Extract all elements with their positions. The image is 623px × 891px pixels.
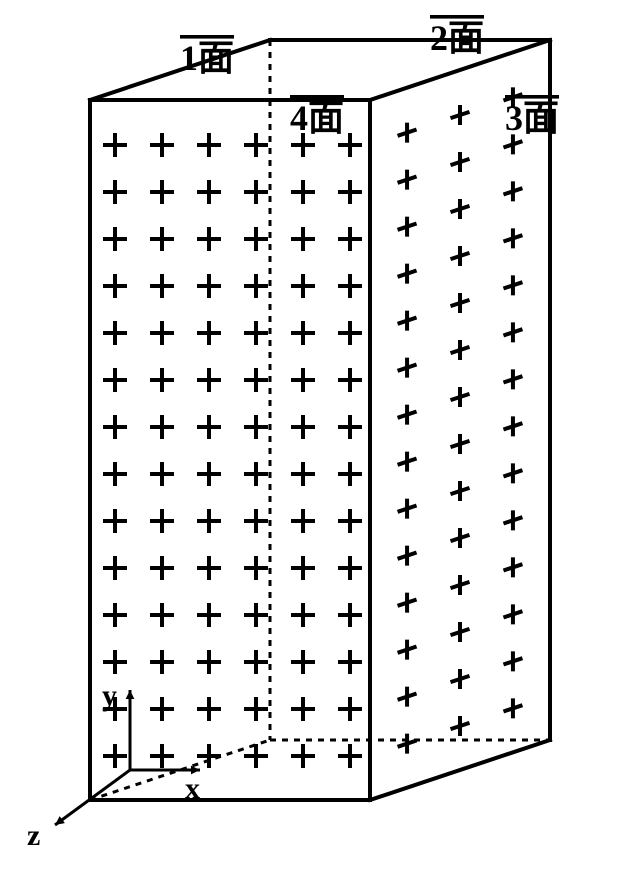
label-face1: 1面 [180,38,234,78]
prism-outline [90,40,550,800]
label-face4: 4面 [290,98,344,138]
axis-y-label: y [102,679,117,712]
grid-right [398,87,523,753]
grid-front [103,133,362,768]
label-face3: 3面 [505,98,559,138]
svg-text:2面: 2面 [430,18,484,58]
label-face2: 2面 [430,18,484,58]
axis-x-label: x [185,772,200,805]
svg-text:3面: 3面 [505,98,559,138]
svg-text:1面: 1面 [180,38,234,78]
svg-text:4面: 4面 [290,98,344,138]
axis-z-label: z [27,819,40,852]
